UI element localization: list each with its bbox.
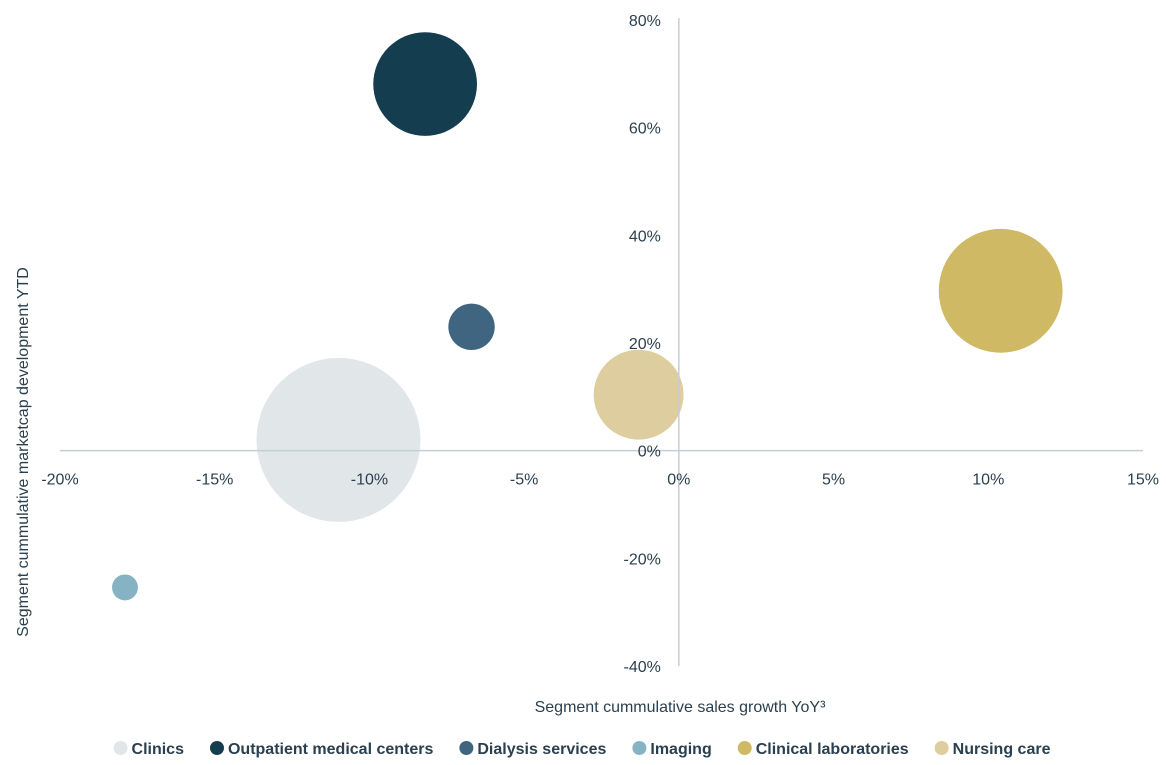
y-tick-label: 80% — [629, 13, 661, 30]
legend-label: Clinics — [132, 741, 185, 758]
y-tick-label: 20% — [629, 336, 661, 353]
bubble — [938, 228, 1063, 353]
y-axis-title: Segment cummulative marketcap developmen… — [15, 267, 32, 637]
x-tick-label: 10% — [972, 472, 1004, 489]
y-tick-label: -20% — [623, 551, 660, 568]
x-tick-label: -20% — [41, 472, 78, 489]
legend: Clinics Outpatient medical centers Dialysi… — [113, 741, 1051, 758]
y-tick-label: -40% — [623, 659, 660, 676]
legend-label: Clinical laboratories — [756, 741, 909, 758]
x-axis-title: Segment cummulative sales growth YoY³ — [535, 699, 826, 716]
bubble — [373, 32, 477, 136]
legend-marker — [459, 741, 474, 755]
legend-marker — [934, 741, 949, 755]
bubble — [256, 357, 421, 522]
legend-marker — [113, 741, 128, 755]
x-tick-label: -5% — [510, 472, 538, 489]
y-tick-label: 40% — [629, 228, 661, 245]
bubble — [593, 349, 684, 440]
x-tick-label: -15% — [196, 472, 233, 489]
y-tick-label: 60% — [629, 121, 661, 138]
bubble — [112, 574, 138, 601]
x-tick-label: 15% — [1127, 472, 1159, 489]
legend-marker — [737, 741, 752, 755]
legend-marker — [209, 741, 224, 755]
legend-label: Outpatient medical centers — [228, 741, 433, 758]
x-tick-label: 5% — [822, 472, 845, 489]
legend-label: Imaging — [650, 741, 711, 758]
bubble — [448, 303, 495, 351]
x-tick-label: -10% — [351, 472, 388, 489]
y-tick-label: 0% — [638, 444, 661, 461]
legend-label: Dialysis services — [477, 741, 606, 758]
legend-marker — [632, 741, 647, 755]
x-tick-label: 0% — [667, 472, 690, 489]
legend-label: Nursing care — [953, 741, 1051, 758]
